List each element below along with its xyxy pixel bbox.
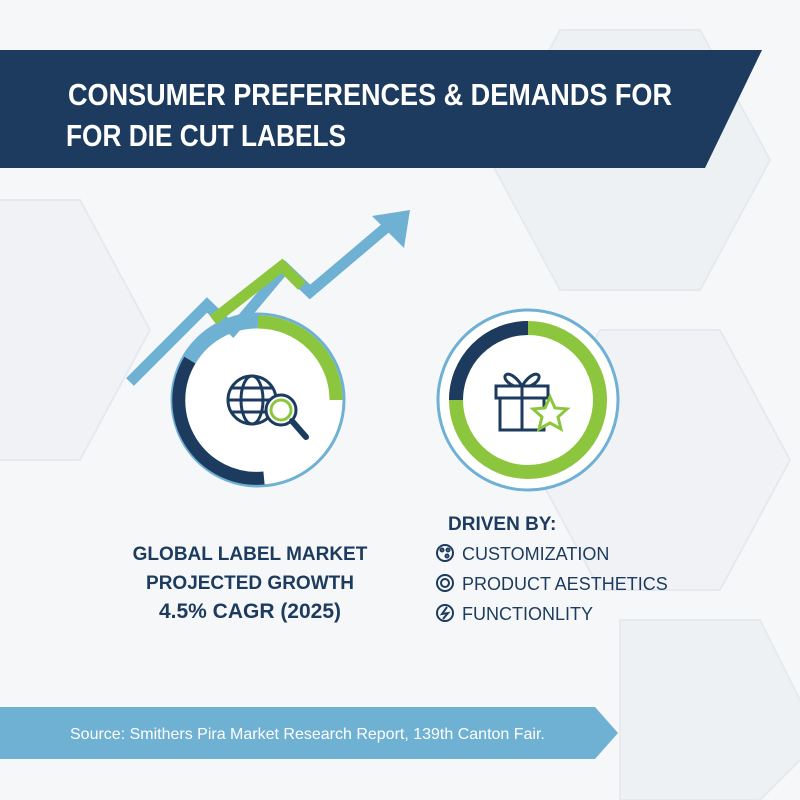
growth-line: 4.5% CAGR (2025) (159, 600, 341, 623)
drivers-heading: DRIVEN BY: (448, 514, 556, 535)
growth-line: GLOBAL LABEL MARKET (133, 544, 368, 565)
footer-band (0, 707, 618, 759)
growth-icon (126, 210, 410, 488)
header-title: CONSUMER PREFERENCES & DEMANDS FOR (68, 77, 672, 112)
driver-icons (436, 544, 454, 622)
growth-line: PROJECTED GROWTH (146, 573, 354, 594)
header-title: FOR DIE CUT LABELS (66, 118, 346, 153)
driver-item: FUNCTIONLITY (462, 604, 593, 624)
driver-item: CUSTOMIZATION (462, 544, 609, 564)
header-banner (0, 50, 762, 168)
driver-item: PRODUCT AESTHETICS (462, 574, 668, 594)
footer-source: Source: Smithers Pira Market Research Re… (70, 726, 545, 743)
drivers-icon (436, 308, 620, 492)
